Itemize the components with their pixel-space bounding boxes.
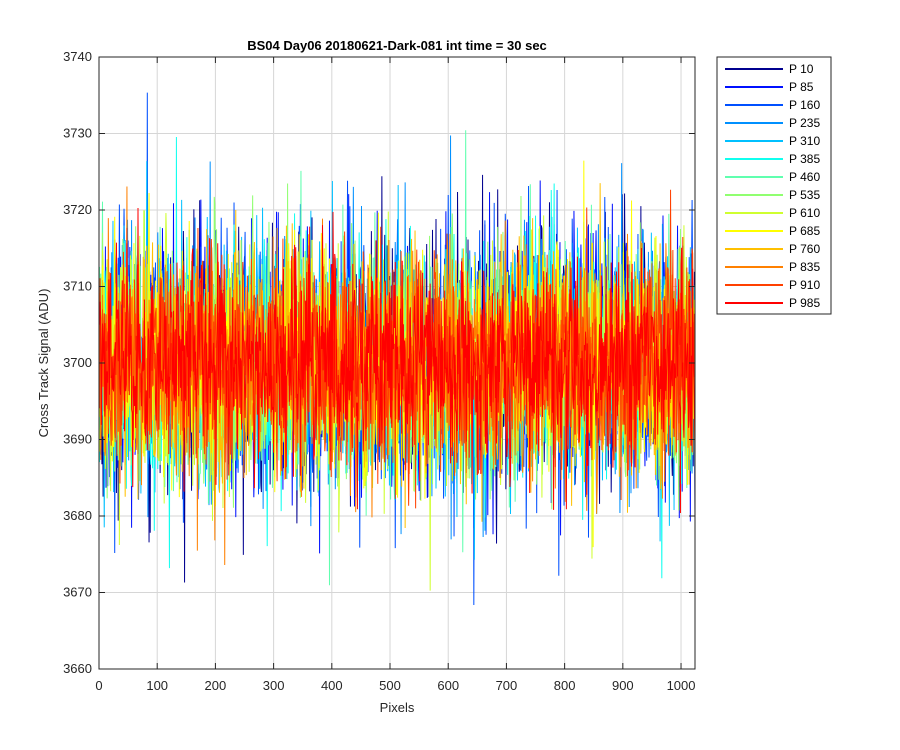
- y-tick-label: 3660: [63, 661, 92, 676]
- y-tick-label: 3680: [63, 508, 92, 523]
- y-tick-label: 3740: [63, 49, 92, 64]
- series-line-p-985: [99, 208, 695, 514]
- x-tick-label: 400: [321, 678, 343, 693]
- legend-box: [716, 56, 832, 315]
- x-tick-label: 100: [146, 678, 168, 693]
- legend-label-p-235: P 235: [789, 116, 820, 130]
- y-tick-label: 3670: [63, 585, 92, 600]
- series-lines: [99, 92, 695, 606]
- legend-label-p-985: P 985: [789, 296, 820, 310]
- x-axis-title: Pixels: [380, 700, 415, 715]
- legend-label-p-610: P 610: [789, 206, 820, 220]
- y-axis-title: Cross Track Signal (ADU): [36, 289, 51, 438]
- legend-label-p-910: P 910: [789, 278, 820, 292]
- legend-label-p-160: P 160: [789, 98, 820, 112]
- x-tick-label: 900: [612, 678, 634, 693]
- y-tick-label: 3700: [63, 355, 92, 370]
- y-tick-label: 3690: [63, 432, 92, 447]
- x-tick-label: 800: [554, 678, 576, 693]
- y-tick-label: 3720: [63, 202, 92, 217]
- y-tick-label: 3730: [63, 126, 92, 141]
- x-tick-label: 0: [95, 678, 102, 693]
- legend-label-p-310: P 310: [789, 134, 820, 148]
- legend-label-p-535: P 535: [789, 188, 820, 202]
- legend: P 10 P 85 P 160 P 235 P 310 P 385 P 460 P 535 P …: [716, 56, 832, 315]
- legend-label-p-760: P 760: [789, 242, 820, 256]
- chart-title: BS04 Day06 20180621-Dark-081 int time = …: [247, 38, 547, 53]
- legend-label-p-385: P 385: [789, 152, 820, 166]
- x-tick-label: 200: [205, 678, 227, 693]
- y-tick-label: 3710: [63, 279, 92, 294]
- x-tick-label: 600: [437, 678, 459, 693]
- x-tick-label: 1000: [667, 678, 696, 693]
- legend-label-p-835: P 835: [789, 260, 820, 274]
- legend-label-p-685: P 685: [789, 224, 820, 238]
- legend-label-p-85: P 85: [789, 80, 814, 94]
- x-tick-label: 500: [379, 678, 401, 693]
- legend-label-p-10: P 10: [789, 62, 814, 76]
- axis-ticks: 0 100 200 300 400 500 600 700 800 900 1000 3660 3670…: [63, 49, 695, 693]
- x-tick-label: 300: [263, 678, 285, 693]
- x-tick-label: 700: [496, 678, 518, 693]
- legend-label-p-460: P 460: [789, 170, 820, 184]
- series-line-p-910: [99, 189, 695, 509]
